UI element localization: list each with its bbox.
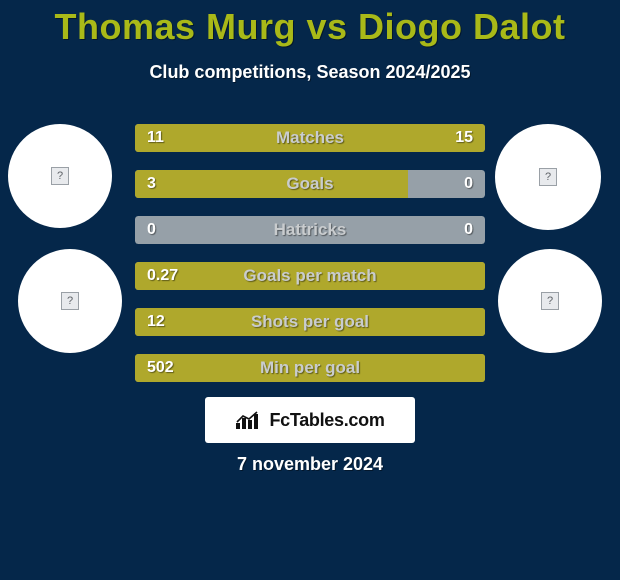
bar-left-fill bbox=[135, 124, 275, 152]
comparison-infographic: Thomas Murg vs Diogo Dalot Club competit… bbox=[0, 0, 620, 580]
stat-row: Min per goal502 bbox=[135, 354, 485, 382]
avatar-club-left: ? bbox=[18, 249, 122, 353]
bar-left-fill bbox=[135, 170, 408, 198]
brand-badge: FcTables.com bbox=[205, 397, 415, 443]
page-title: Thomas Murg vs Diogo Dalot bbox=[0, 0, 620, 48]
bar-left-fill bbox=[135, 262, 485, 290]
bar-left-fill bbox=[135, 354, 485, 382]
avatar-club-right: ? bbox=[498, 249, 602, 353]
avatar-player-right: ? bbox=[495, 124, 601, 230]
brand-text: FcTables.com bbox=[269, 410, 384, 431]
stat-row: Matches1115 bbox=[135, 124, 485, 152]
image-placeholder-icon: ? bbox=[541, 292, 559, 310]
stat-row: Goals30 bbox=[135, 170, 485, 198]
brand-logo-icon bbox=[235, 410, 263, 430]
image-placeholder-icon: ? bbox=[51, 167, 69, 185]
stat-row: Goals per match0.27 bbox=[135, 262, 485, 290]
bar-left-fill bbox=[135, 308, 485, 336]
stat-row: Hattricks00 bbox=[135, 216, 485, 244]
image-placeholder-icon: ? bbox=[61, 292, 79, 310]
page-subtitle: Club competitions, Season 2024/2025 bbox=[0, 62, 620, 83]
stat-row: Shots per goal12 bbox=[135, 308, 485, 336]
avatar-player-left: ? bbox=[8, 124, 112, 228]
bar-right-fill bbox=[275, 124, 485, 152]
comparison-bars: Matches1115 Goals30 Hattricks00 Goals per m… bbox=[135, 124, 485, 400]
bar-track bbox=[135, 216, 485, 244]
image-placeholder-icon: ? bbox=[539, 168, 557, 186]
footer-date: 7 november 2024 bbox=[0, 454, 620, 475]
